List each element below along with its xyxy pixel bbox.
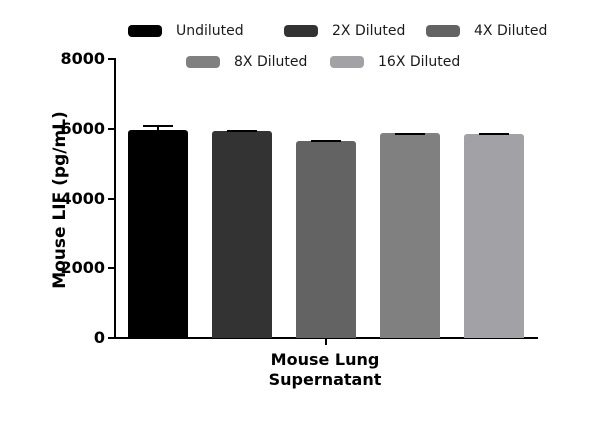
legend-item-8x-diluted: 8X Diluted bbox=[186, 52, 307, 72]
error-bar-stem bbox=[325, 139, 327, 141]
error-bar-stem bbox=[157, 125, 159, 130]
legend-label: 4X Diluted bbox=[474, 23, 548, 39]
y-tick-mark bbox=[108, 197, 115, 200]
error-bar-cap bbox=[479, 132, 509, 135]
legend-item-2x-diluted: 2X Diluted bbox=[284, 21, 405, 41]
y-tick-label: 4000 bbox=[60, 188, 105, 208]
x-axis-label-line-2: Supernatant bbox=[268, 370, 382, 389]
bar-2x-diluted bbox=[212, 131, 272, 338]
error-bar-stem bbox=[493, 132, 495, 134]
x-axis-line bbox=[114, 337, 538, 339]
y-tick-label: 2000 bbox=[60, 258, 105, 278]
legend-swatch bbox=[330, 56, 364, 68]
bar-4x-diluted bbox=[296, 140, 356, 338]
bar-undiluted bbox=[128, 129, 188, 338]
legend-item-undiluted: Undiluted bbox=[128, 21, 244, 41]
y-tick-mark bbox=[108, 337, 115, 339]
legend-swatch bbox=[426, 25, 460, 37]
error-bar-cap bbox=[395, 132, 425, 135]
x-axis-label: Mouse Lung Supernatant bbox=[225, 350, 425, 390]
y-tick-mark bbox=[108, 58, 115, 60]
legend-item-16x-diluted: 16X Diluted bbox=[330, 52, 460, 72]
x-axis-label-line-1: Mouse Lung bbox=[270, 350, 380, 369]
legend-label: 8X Diluted bbox=[234, 54, 308, 70]
legend-label: 2X Diluted bbox=[332, 23, 406, 39]
y-tick-label: 6000 bbox=[60, 118, 105, 138]
legend-swatch bbox=[186, 56, 220, 68]
legend-item-4x-diluted: 4X Diluted bbox=[426, 21, 547, 41]
legend-swatch bbox=[128, 25, 162, 37]
x-axis-tick bbox=[325, 339, 327, 345]
bar-8x-diluted bbox=[380, 132, 440, 338]
legend-label: Undiluted bbox=[176, 23, 244, 39]
y-tick-mark bbox=[108, 127, 115, 130]
legend-label: 16X Diluted bbox=[378, 54, 461, 70]
y-tick-label: 8000 bbox=[60, 49, 105, 68]
bar-16x-diluted bbox=[464, 133, 524, 338]
y-tick-label: 0 bbox=[93, 328, 105, 347]
legend-swatch bbox=[284, 25, 318, 37]
error-bar-cap bbox=[227, 130, 257, 133]
error-bar-stem bbox=[241, 130, 243, 132]
y-tick-mark bbox=[108, 267, 115, 270]
y-axis-line bbox=[114, 58, 116, 339]
